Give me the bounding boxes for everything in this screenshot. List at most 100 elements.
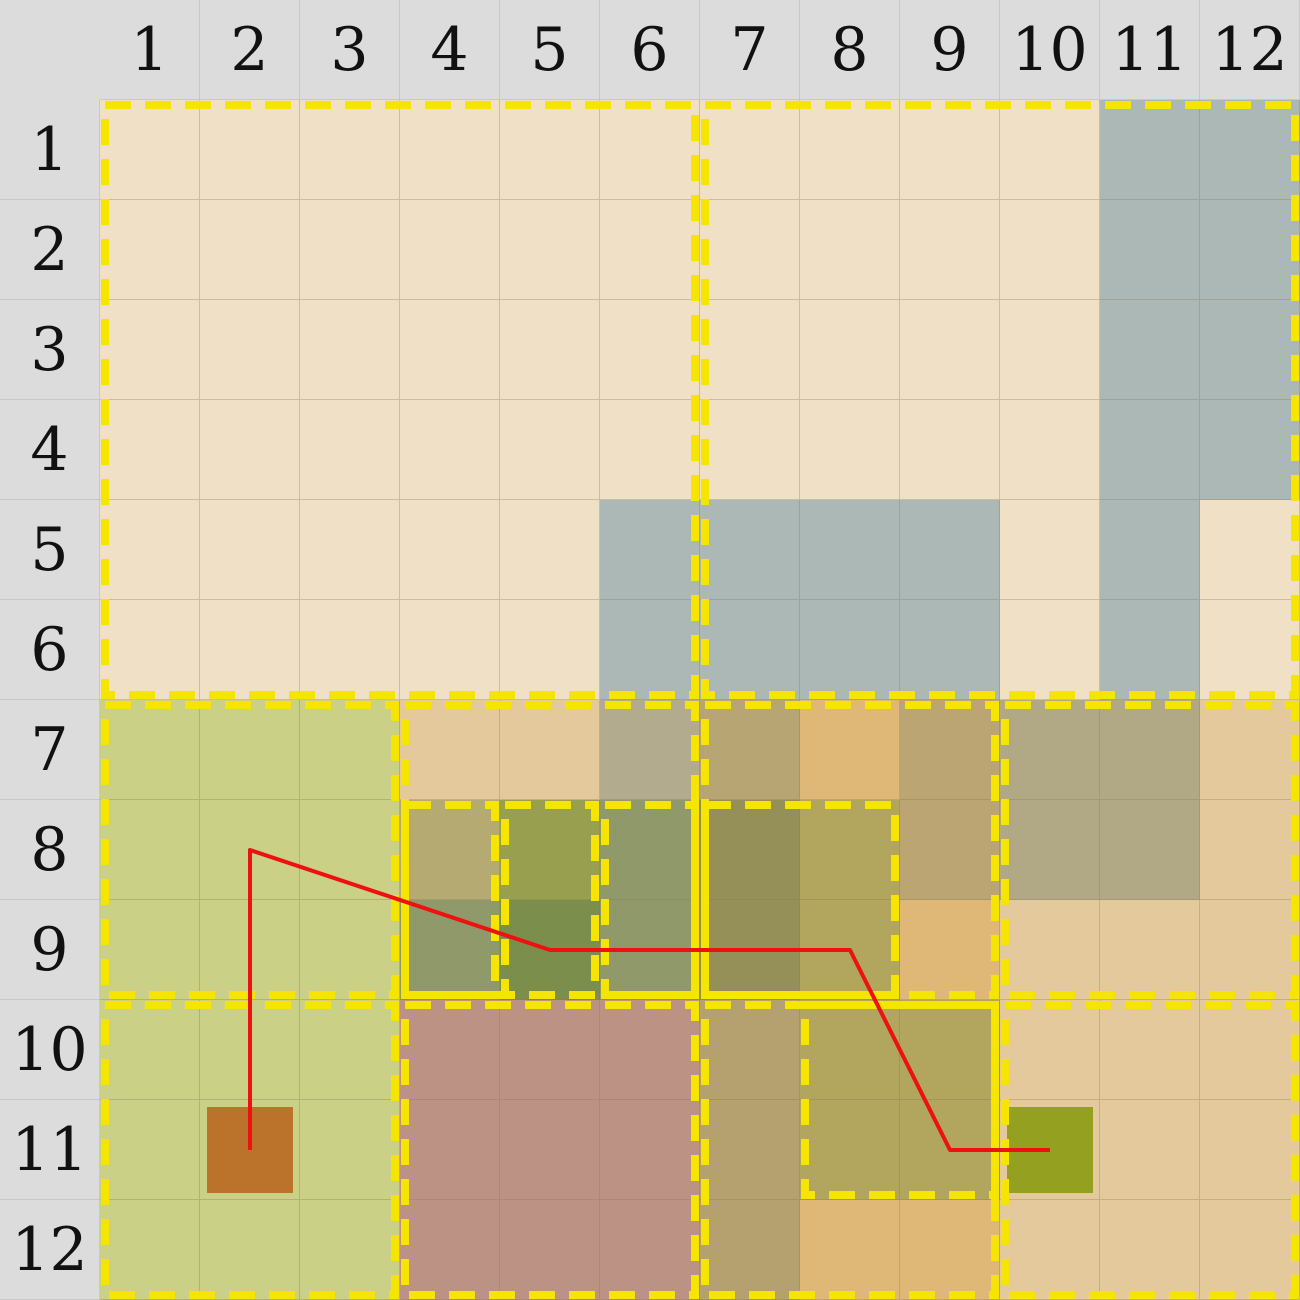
- board-cell[interactable]: [900, 100, 1000, 200]
- board-cell[interactable]: [500, 300, 600, 400]
- board-cell[interactable]: [400, 300, 500, 400]
- board-cell[interactable]: [1000, 300, 1100, 400]
- board-cell[interactable]: [100, 100, 200, 200]
- board-cell[interactable]: [1100, 900, 1200, 1000]
- board-cell[interactable]: [700, 100, 800, 200]
- board-cell[interactable]: [100, 400, 200, 500]
- board-cell[interactable]: [800, 1200, 900, 1300]
- board-cell[interactable]: [100, 600, 200, 700]
- board-cell[interactable]: [300, 1200, 400, 1300]
- board-cell[interactable]: [1200, 200, 1300, 300]
- board-cell[interactable]: [700, 1100, 800, 1200]
- board-cell[interactable]: [600, 200, 700, 300]
- board-cell[interactable]: [900, 500, 1000, 600]
- board-cell[interactable]: [900, 400, 1000, 500]
- board-cell[interactable]: [100, 900, 200, 1000]
- board-cell[interactable]: [700, 400, 800, 500]
- board-cell[interactable]: [200, 1200, 300, 1300]
- board-cell[interactable]: [1100, 100, 1200, 200]
- board-cell[interactable]: [700, 500, 800, 600]
- board-cell[interactable]: [600, 1200, 700, 1300]
- board-cell[interactable]: [1100, 1000, 1200, 1100]
- board-cell[interactable]: [500, 100, 600, 200]
- board-cell[interactable]: [100, 1200, 200, 1300]
- board-cell[interactable]: [1000, 1100, 1100, 1200]
- board-cell[interactable]: [100, 500, 200, 600]
- board-cell[interactable]: [300, 900, 400, 1000]
- board-cell[interactable]: [300, 200, 400, 300]
- board-cell[interactable]: [800, 1100, 900, 1200]
- board-cell[interactable]: [1000, 800, 1100, 900]
- board-cell[interactable]: [1100, 400, 1200, 500]
- board-cell[interactable]: [800, 600, 900, 700]
- board-cell[interactable]: [1100, 600, 1200, 700]
- board-cell[interactable]: [100, 1100, 200, 1200]
- board-cell[interactable]: [600, 1000, 700, 1100]
- board-cell[interactable]: [1000, 600, 1100, 700]
- board-cell[interactable]: [800, 500, 900, 600]
- board-cell[interactable]: [900, 1200, 1000, 1300]
- board-cell[interactable]: [500, 200, 600, 300]
- board-cell[interactable]: [1100, 1100, 1200, 1200]
- board-cell[interactable]: [600, 400, 700, 500]
- board-cell[interactable]: [500, 800, 600, 900]
- board-cell[interactable]: [900, 900, 1000, 1000]
- board-cell[interactable]: [200, 1000, 300, 1100]
- board-cell[interactable]: [400, 1000, 500, 1100]
- board-cell[interactable]: [1100, 500, 1200, 600]
- board-cell[interactable]: [900, 600, 1000, 700]
- board-cell[interactable]: [700, 200, 800, 300]
- board-cell[interactable]: [100, 800, 200, 900]
- board-cell[interactable]: [1200, 300, 1300, 400]
- board-cell[interactable]: [300, 600, 400, 700]
- board-cell[interactable]: [1200, 1200, 1300, 1300]
- board-cell[interactable]: [300, 400, 400, 500]
- board-cell[interactable]: [100, 300, 200, 400]
- board-cell[interactable]: [1200, 800, 1300, 900]
- board-cell[interactable]: [100, 1000, 200, 1100]
- board-cell[interactable]: [700, 600, 800, 700]
- board-cell[interactable]: [200, 600, 300, 700]
- board-cell[interactable]: [400, 800, 500, 900]
- board-cell[interactable]: [900, 300, 1000, 400]
- board-cell[interactable]: [1000, 200, 1100, 300]
- board-cell[interactable]: [200, 300, 300, 400]
- board-cell[interactable]: [600, 800, 700, 900]
- board-cell[interactable]: [700, 700, 800, 800]
- board-cell[interactable]: [400, 400, 500, 500]
- board-cell[interactable]: [800, 800, 900, 900]
- board-cell[interactable]: [800, 200, 900, 300]
- board-cell[interactable]: [700, 1200, 800, 1300]
- board-cell[interactable]: [500, 1000, 600, 1100]
- board-cell[interactable]: [400, 1200, 500, 1300]
- board-cell[interactable]: [1200, 500, 1300, 600]
- board-cell[interactable]: [400, 100, 500, 200]
- board-cell[interactable]: [600, 1100, 700, 1200]
- board-cell[interactable]: [1200, 400, 1300, 500]
- board-cell[interactable]: [1000, 1000, 1100, 1100]
- board-cell[interactable]: [900, 200, 1000, 300]
- board-cell[interactable]: [1200, 1000, 1300, 1100]
- board-cell[interactable]: [200, 100, 300, 200]
- board-cell[interactable]: [500, 1100, 600, 1200]
- board-cell[interactable]: [800, 700, 900, 800]
- board-cell[interactable]: [700, 300, 800, 400]
- board-cell[interactable]: [300, 1100, 400, 1200]
- board-cell[interactable]: [400, 200, 500, 300]
- board-cell[interactable]: [1000, 500, 1100, 600]
- board-cell[interactable]: [400, 500, 500, 600]
- board-cell[interactable]: [1100, 700, 1200, 800]
- board-cell[interactable]: [200, 800, 300, 900]
- board-cell[interactable]: [600, 700, 700, 800]
- board-cell[interactable]: [400, 1100, 500, 1200]
- board-cell[interactable]: [300, 300, 400, 400]
- board-cell[interactable]: [1200, 600, 1300, 700]
- board-cell[interactable]: [1000, 700, 1100, 800]
- board-cell[interactable]: [300, 700, 400, 800]
- board-cell[interactable]: [400, 900, 500, 1000]
- board-cell[interactable]: [800, 900, 900, 1000]
- board-cell[interactable]: [600, 900, 700, 1000]
- board-cell[interactable]: [200, 700, 300, 800]
- board-cell[interactable]: [300, 800, 400, 900]
- board-cell[interactable]: [100, 200, 200, 300]
